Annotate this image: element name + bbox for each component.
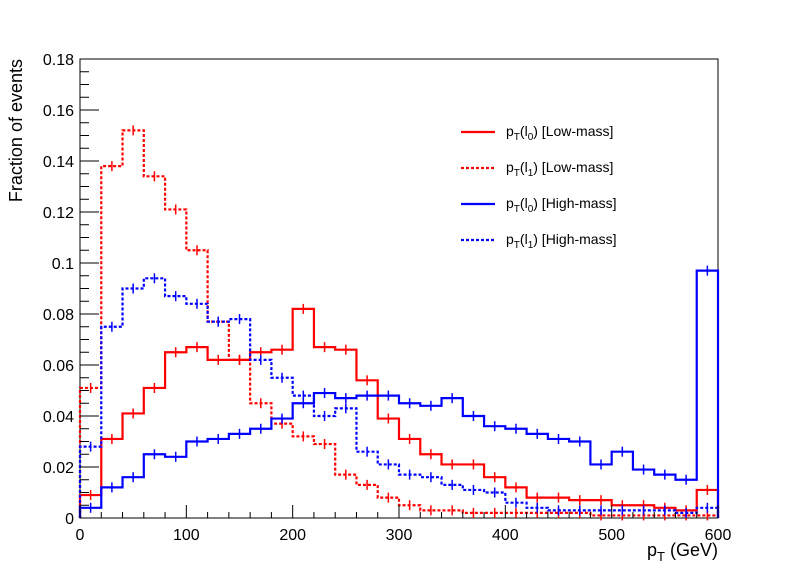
- x-tick-label: 300: [386, 527, 413, 544]
- x-axis-title-sub: T: [657, 549, 665, 564]
- legend: pT(l0) [Low-mass] pT(l1) [Low-mass] pT(l0)…: [461, 123, 616, 251]
- series-1: [78, 303, 720, 518]
- x-tick-label: 0: [76, 527, 85, 544]
- x-axis-title: pT (GeV): [647, 540, 718, 564]
- y-tick-label: 0.04: [43, 409, 74, 426]
- axis-layer: 0 100 200 300 400 500 600 0 0.02 0.04 0.06 0.08 0.1 0…: [43, 52, 732, 544]
- series-line: [78, 277, 720, 518]
- x-tick-label: 500: [598, 527, 625, 544]
- x-axis-title-unit: (GeV): [665, 540, 718, 560]
- x-tick-label: 100: [173, 527, 200, 544]
- legend-label: pT(l1) [Low-mass]: [506, 159, 613, 179]
- series-line: [78, 269, 720, 518]
- y-tick-label: 0: [65, 511, 74, 528]
- x-axis-title-main: p: [647, 540, 657, 560]
- series-line: [78, 307, 720, 518]
- y-tick-label: 0.16: [43, 103, 74, 120]
- legend-label: pT(l0) [High-mass]: [506, 195, 616, 215]
- y-tick-label: 0.12: [43, 205, 74, 222]
- series-layer: [78, 125, 720, 521]
- series-3: [78, 265, 720, 518]
- y-axis-title: Fraction of events: [6, 59, 26, 202]
- legend-label: pT(l1) [High-mass]: [506, 231, 616, 251]
- series-4: [78, 273, 720, 518]
- y-tick-label: 0.1: [52, 256, 74, 273]
- legend-label: pT(l0) [Low-mass]: [506, 123, 613, 143]
- y-tick-label: 0.02: [43, 460, 74, 477]
- y-tick-label: 0.08: [43, 307, 74, 324]
- x-tick-label: 400: [492, 527, 519, 544]
- y-tick-label: 0.18: [43, 52, 74, 69]
- y-tick-label: 0.14: [43, 154, 74, 171]
- x-tick-label: 200: [279, 527, 306, 544]
- y-tick-label: 0.06: [43, 358, 74, 375]
- x-tick-label: 600: [705, 527, 732, 544]
- series-line: [78, 129, 720, 518]
